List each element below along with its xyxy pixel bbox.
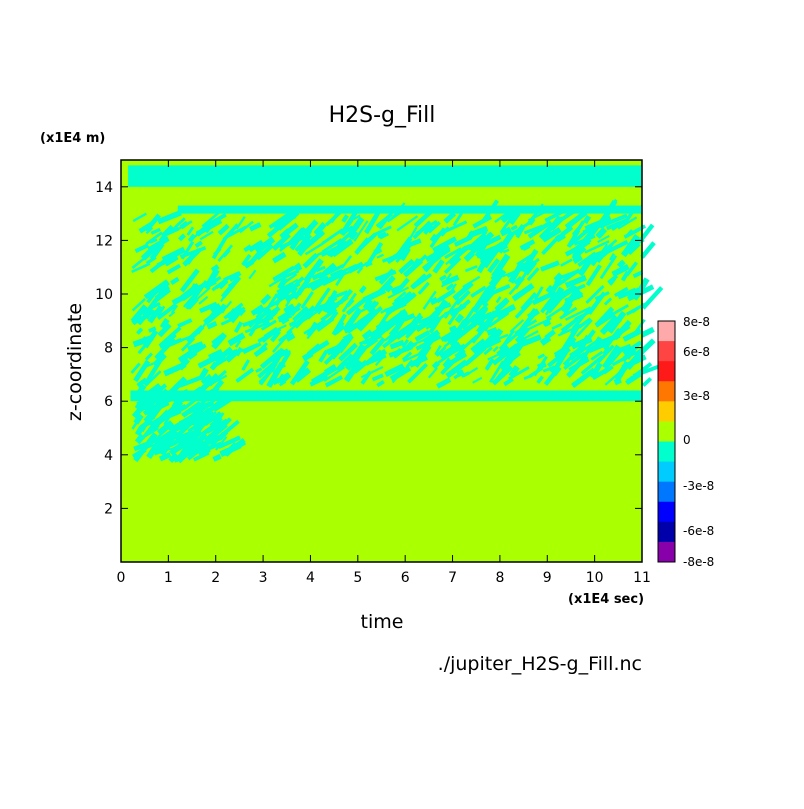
y-tick-label: 10 <box>95 287 113 303</box>
feature-region-2 <box>130 198 664 389</box>
x-axis: 0 1 2 3 4 5 6 7 8 9 10 11 <box>117 160 651 586</box>
y-tick-label: 4 <box>104 448 113 464</box>
colorbar-label: 6e-8 <box>683 345 710 359</box>
y-tick-label: 14 <box>95 180 113 196</box>
feature-region-0 <box>128 165 642 187</box>
colorbar-swatch <box>658 441 675 463</box>
x-tick-label: 11 <box>633 570 651 586</box>
y-axis: 2 4 6 8 10 12 14 <box>95 180 642 517</box>
colorbar-swatch <box>658 501 675 523</box>
colorbar: 8e-8 6e-8 3e-8 0 -3e-8 -6e-8 -8e-8 <box>657 315 714 569</box>
colorbar-swatch <box>658 521 675 543</box>
colorbar-swatch <box>658 481 675 503</box>
colorbar-swatch <box>658 321 675 342</box>
y-tick-label: 12 <box>95 233 113 249</box>
y-tick-label: 2 <box>104 501 113 517</box>
x-tick-label: 9 <box>543 570 552 586</box>
y-axis-unit: (x1E4 m) <box>40 131 105 146</box>
colorbar-swatch <box>658 341 675 362</box>
x-tick-label: 10 <box>586 570 604 586</box>
source-file-label: ./jupiter_H2S-g_Fill.nc <box>438 653 642 675</box>
colorbar-label: 3e-8 <box>683 389 710 403</box>
x-tick-label: 0 <box>117 570 126 586</box>
feature-region-4 <box>131 373 247 464</box>
colorbar-frame <box>657 320 676 563</box>
plot-area <box>120 159 664 563</box>
plot-frame <box>120 159 643 563</box>
x-tick-label: 4 <box>306 570 315 586</box>
x-tick-label: 7 <box>448 570 457 586</box>
colorbar-swatch <box>658 381 675 402</box>
colorbar-label: -3e-8 <box>683 479 714 493</box>
feature-region-3 <box>130 390 643 402</box>
colorbar-swatch <box>658 461 675 483</box>
x-tick-label: 1 <box>164 570 173 586</box>
y-tick-label: 6 <box>104 394 113 410</box>
feature-region-1 <box>177 205 642 214</box>
colorbar-label: 0 <box>683 433 691 447</box>
x-tick-label: 5 <box>353 570 362 586</box>
x-tick-label: 6 <box>401 570 410 586</box>
colorbar-label: 8e-8 <box>683 315 710 329</box>
x-axis-unit: (x1E4 sec) <box>568 592 644 607</box>
chart-title: H2S-g_Fill <box>329 103 436 128</box>
colorbar-swatch <box>658 401 675 422</box>
y-axis-title: z-coordinate <box>64 303 86 421</box>
x-tick-label: 2 <box>211 570 220 586</box>
x-tick-label: 8 <box>495 570 504 586</box>
colorbar-label: -6e-8 <box>683 524 714 538</box>
heatmap-features <box>128 165 664 464</box>
y-tick-label: 8 <box>104 341 113 357</box>
x-tick-label: 3 <box>259 570 268 586</box>
colorbar-label: -8e-8 <box>683 555 714 569</box>
colorbar-swatch <box>658 361 675 382</box>
colorbar-swatch <box>658 541 675 563</box>
colorbar-swatch <box>658 421 675 442</box>
x-axis-title: time <box>361 611 404 633</box>
